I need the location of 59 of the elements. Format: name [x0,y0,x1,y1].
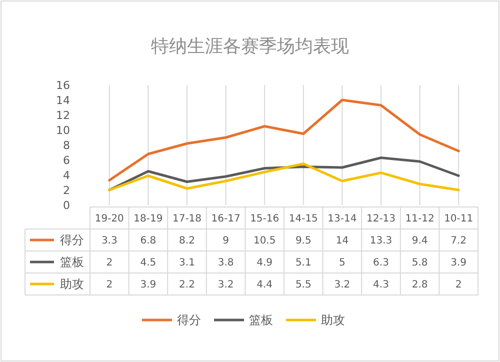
data-label: 9.5 [295,236,312,246]
x-tick-label: 11-12 [405,214,434,224]
data-label: 4.3 [373,280,389,290]
y-tick-label: 2 [63,184,70,197]
data-label: 5.5 [295,280,312,290]
x-tick-label: 18-19 [134,214,163,224]
legend-label: 助攻 [60,277,84,292]
data-label: 10.5 [253,236,276,246]
legend-label: 得分 [60,233,84,248]
line-series [108,162,460,192]
line-series [108,98,460,182]
data-label: 13.3 [370,236,392,246]
data-label: 3.2 [218,280,234,290]
data-label: 6.3 [373,258,389,268]
data-label: 2.2 [179,280,195,290]
data-label: 3.9 [450,258,467,268]
data-label: 5 [339,258,346,268]
data-label: 14 [336,236,349,246]
text: 得分 [177,313,201,328]
data-label: 5.1 [295,258,312,268]
y-tick-label: 4 [63,168,70,182]
line-series [108,156,460,192]
data-label: 2 [106,280,113,290]
data-label: 4.5 [140,258,156,268]
y-tick-label: 8 [63,138,70,152]
x-tick-label: 12-13 [366,214,396,224]
legend-label: 篮板 [60,255,84,270]
x-tick-label: 13-14 [328,214,357,224]
data-label: 4.9 [256,258,273,268]
x-tick-label: 16-17 [211,214,240,224]
data-label: 3.1 [179,258,195,268]
y-tick-label: 6 [63,154,70,167]
y-tick-label: 14 [56,94,70,107]
data-label: 3.3 [101,236,118,246]
x-tick-label: 10-11 [444,214,474,224]
data-label: 3.8 [218,258,234,268]
y-tick-label: 12 [56,108,70,122]
x-tick-label: 17-18 [172,214,202,224]
y-tick-label: 0 [63,198,70,212]
data-label: 4.4 [256,280,273,290]
y-tick-label: 10 [56,124,70,137]
x-tick-label: 19-20 [94,214,124,224]
data-label: 3.2 [334,280,350,290]
y-tick-label: 16 [56,78,70,92]
data-label: 2.8 [412,280,428,290]
data-label: 8.2 [179,236,195,246]
data-label: 9 [222,236,229,246]
x-tick-label: 14-15 [288,214,318,224]
data-label: 5.8 [412,258,428,268]
data-label: 2 [455,280,462,290]
x-tick-label: 15-16 [250,214,280,224]
data-label: 3.9 [140,280,156,290]
text: 助攻 [321,313,345,328]
text: 篮板 [249,313,273,328]
chart-title: 特纳生涯各赛季场均表现 [151,36,349,57]
data-label: 7.2 [450,236,467,246]
data-label: 2 [106,258,113,268]
data-label: 6.8 [140,236,156,246]
data-label: 9.4 [412,236,428,246]
